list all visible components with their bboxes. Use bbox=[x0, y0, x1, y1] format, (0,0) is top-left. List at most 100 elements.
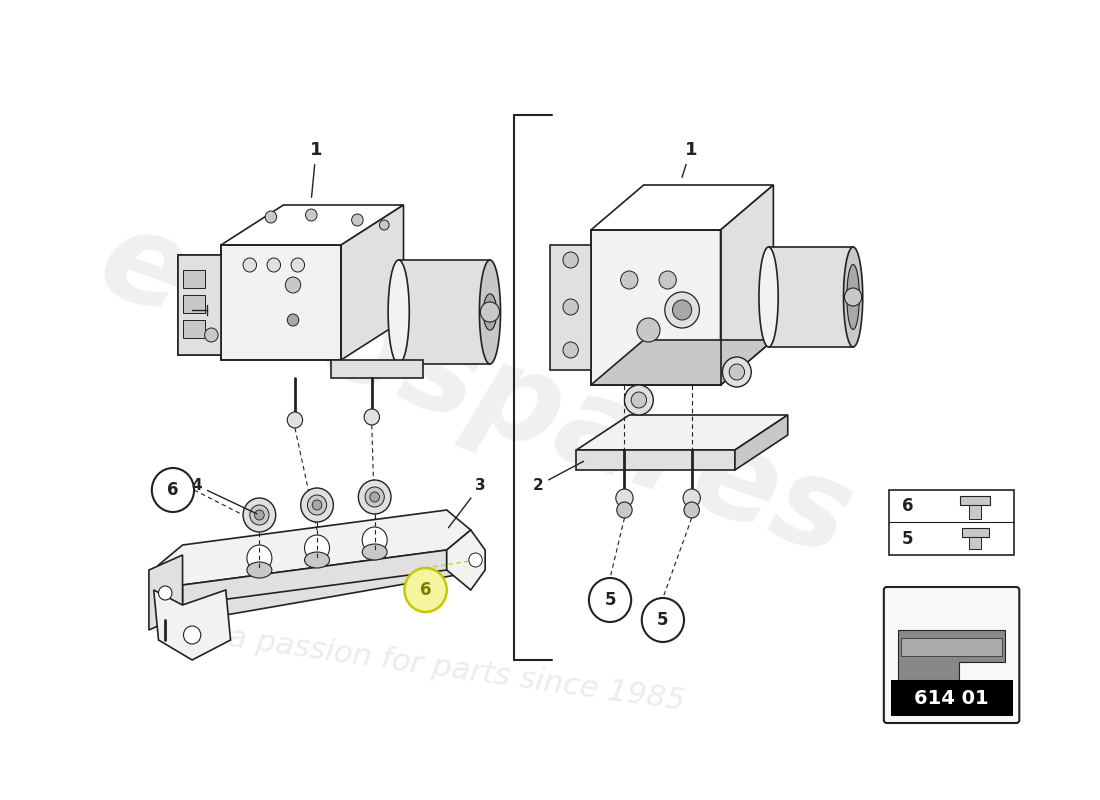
Ellipse shape bbox=[844, 247, 862, 347]
Bar bbox=[969, 505, 981, 519]
Bar bbox=[891, 680, 1013, 716]
Polygon shape bbox=[720, 185, 773, 385]
Polygon shape bbox=[154, 590, 231, 660]
Circle shape bbox=[588, 578, 631, 622]
Bar bbox=[184, 320, 205, 338]
Ellipse shape bbox=[305, 552, 330, 568]
Circle shape bbox=[292, 258, 305, 272]
Circle shape bbox=[617, 502, 632, 518]
FancyBboxPatch shape bbox=[883, 587, 1020, 723]
Circle shape bbox=[306, 209, 317, 221]
Bar bbox=[331, 360, 422, 378]
Ellipse shape bbox=[847, 265, 859, 330]
Circle shape bbox=[250, 505, 270, 525]
Ellipse shape bbox=[388, 260, 409, 364]
Circle shape bbox=[723, 357, 751, 387]
Circle shape bbox=[379, 220, 389, 230]
Circle shape bbox=[285, 277, 300, 293]
Circle shape bbox=[243, 498, 276, 532]
Circle shape bbox=[563, 299, 579, 315]
Polygon shape bbox=[178, 255, 221, 355]
Circle shape bbox=[254, 510, 264, 520]
Circle shape bbox=[641, 598, 684, 642]
Text: 6: 6 bbox=[420, 581, 431, 599]
Ellipse shape bbox=[246, 562, 272, 578]
Bar bbox=[184, 270, 205, 288]
Polygon shape bbox=[576, 415, 788, 450]
Circle shape bbox=[616, 489, 634, 507]
Circle shape bbox=[405, 568, 447, 612]
Ellipse shape bbox=[480, 260, 501, 364]
Polygon shape bbox=[591, 230, 720, 385]
Bar bbox=[961, 528, 989, 537]
Bar bbox=[398, 260, 490, 364]
Ellipse shape bbox=[759, 247, 778, 347]
Circle shape bbox=[243, 258, 256, 272]
Circle shape bbox=[631, 392, 647, 408]
Circle shape bbox=[158, 586, 172, 600]
Circle shape bbox=[359, 480, 390, 514]
Circle shape bbox=[620, 271, 638, 289]
Text: eurospares: eurospares bbox=[84, 198, 868, 582]
Text: 2: 2 bbox=[532, 462, 584, 493]
Polygon shape bbox=[168, 555, 456, 625]
Circle shape bbox=[364, 409, 380, 425]
Polygon shape bbox=[735, 415, 788, 470]
Text: 6: 6 bbox=[167, 481, 178, 499]
Circle shape bbox=[683, 489, 701, 507]
Circle shape bbox=[205, 328, 218, 342]
Circle shape bbox=[267, 258, 280, 272]
Circle shape bbox=[152, 468, 194, 512]
Circle shape bbox=[370, 492, 379, 502]
Text: a passion for parts since 1985: a passion for parts since 1985 bbox=[227, 623, 686, 717]
Bar bbox=[184, 295, 205, 313]
Text: 4: 4 bbox=[191, 478, 257, 514]
Bar bbox=[769, 247, 854, 347]
Text: 1: 1 bbox=[310, 141, 322, 198]
Bar bbox=[959, 496, 990, 505]
Circle shape bbox=[625, 385, 653, 415]
Circle shape bbox=[312, 500, 322, 510]
Polygon shape bbox=[221, 245, 341, 360]
Circle shape bbox=[664, 292, 700, 328]
Text: 6: 6 bbox=[902, 497, 914, 515]
Bar bbox=[889, 490, 1013, 555]
Circle shape bbox=[563, 342, 579, 358]
Text: 5: 5 bbox=[657, 611, 669, 629]
Polygon shape bbox=[576, 450, 735, 470]
Text: 3: 3 bbox=[449, 478, 486, 528]
Circle shape bbox=[845, 288, 861, 306]
Bar bbox=[969, 537, 981, 549]
Ellipse shape bbox=[362, 544, 387, 560]
Polygon shape bbox=[591, 340, 773, 385]
Circle shape bbox=[563, 252, 579, 268]
Circle shape bbox=[305, 535, 330, 561]
Circle shape bbox=[265, 211, 277, 223]
Circle shape bbox=[300, 488, 333, 522]
Circle shape bbox=[659, 271, 676, 289]
Circle shape bbox=[184, 626, 201, 644]
Polygon shape bbox=[168, 530, 456, 605]
Circle shape bbox=[469, 553, 482, 567]
Circle shape bbox=[672, 300, 692, 320]
Circle shape bbox=[352, 214, 363, 226]
Polygon shape bbox=[221, 205, 404, 245]
Circle shape bbox=[287, 314, 299, 326]
Circle shape bbox=[246, 545, 272, 571]
Circle shape bbox=[362, 527, 387, 553]
Circle shape bbox=[365, 487, 384, 507]
Polygon shape bbox=[183, 550, 447, 605]
Circle shape bbox=[481, 302, 499, 322]
Polygon shape bbox=[550, 245, 591, 370]
Circle shape bbox=[729, 364, 745, 380]
Ellipse shape bbox=[483, 294, 497, 330]
Circle shape bbox=[637, 318, 660, 342]
Circle shape bbox=[287, 412, 303, 428]
Circle shape bbox=[684, 502, 700, 518]
Polygon shape bbox=[901, 638, 1002, 656]
Polygon shape bbox=[591, 185, 773, 230]
Polygon shape bbox=[148, 555, 183, 630]
Text: 614 01: 614 01 bbox=[914, 689, 989, 707]
Polygon shape bbox=[158, 510, 471, 585]
Text: 5: 5 bbox=[604, 591, 616, 609]
